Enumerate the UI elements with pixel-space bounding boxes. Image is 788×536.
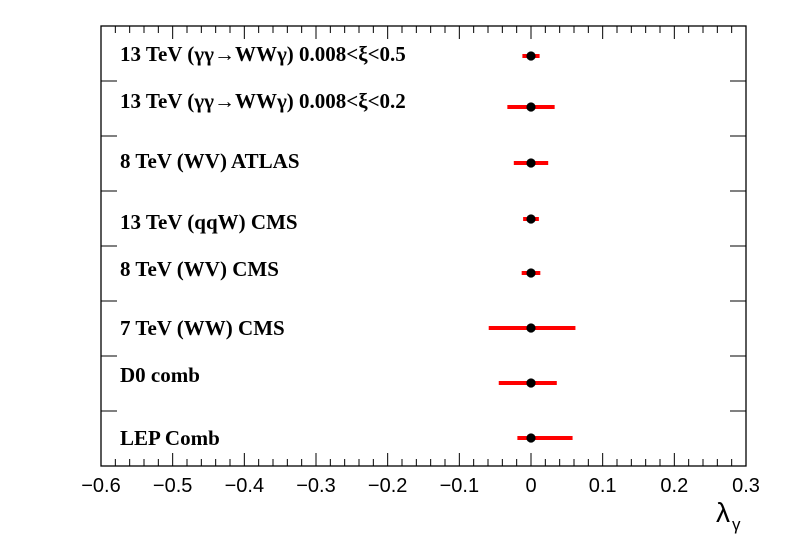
measurement-label: 13 TeV (qqW) CMS — [120, 210, 298, 234]
measurement-label: 8 TeV (WV) CMS — [120, 257, 279, 281]
central-value-marker — [526, 378, 536, 388]
central-value-marker — [526, 214, 536, 224]
x-axis-tick-labels: −0.6 −0.5 −0.4 −0.3 −0.2 −0.1 0 0.1 0.2 0.3 — [81, 475, 760, 497]
x-tick-label: −0.3 — [296, 475, 335, 497]
central-value-marker — [526, 268, 536, 278]
x-tick-label: −0.4 — [225, 475, 264, 497]
central-value-marker — [526, 433, 536, 443]
x-axis-title-subscript: γ — [732, 515, 741, 534]
data-series — [488, 51, 576, 443]
x-axis-title: λ — [716, 497, 730, 528]
central-value-marker — [526, 323, 536, 333]
central-value-marker — [526, 51, 536, 61]
measurement-label: D0 comb — [120, 363, 200, 387]
measurement-label: 7 TeV (WW) CMS — [120, 316, 285, 340]
x-tick-label: −0.2 — [368, 475, 407, 497]
measurement-label: 13 TeV (γγ→WWγ) 0.008<ξ<0.2 — [120, 89, 406, 113]
x-tick-label: 0.3 — [732, 475, 760, 497]
measurement-label: 8 TeV (WV) ATLAS — [120, 149, 300, 173]
x-tick-label: 0 — [525, 475, 536, 497]
central-value-marker — [526, 102, 536, 112]
x-tick-label: −0.1 — [440, 475, 479, 497]
measurement-label: 13 TeV (γγ→WWγ) 0.008<ξ<0.5 — [120, 42, 406, 66]
x-tick-label: −0.6 — [81, 475, 120, 497]
y-divider-ticks — [101, 80, 746, 412]
measurement-labels: 13 TeV (γγ→WWγ) 0.008<ξ<0.5 13 TeV (γγ→WW… — [120, 42, 406, 450]
x-tick-label: 0.1 — [589, 475, 617, 497]
central-value-marker — [526, 158, 536, 168]
x-axis-ticks — [100, 26, 747, 466]
x-tick-label: −0.5 — [153, 475, 192, 497]
x-tick-label: 0.2 — [660, 475, 688, 497]
measurement-label: LEP Comb — [120, 426, 220, 450]
